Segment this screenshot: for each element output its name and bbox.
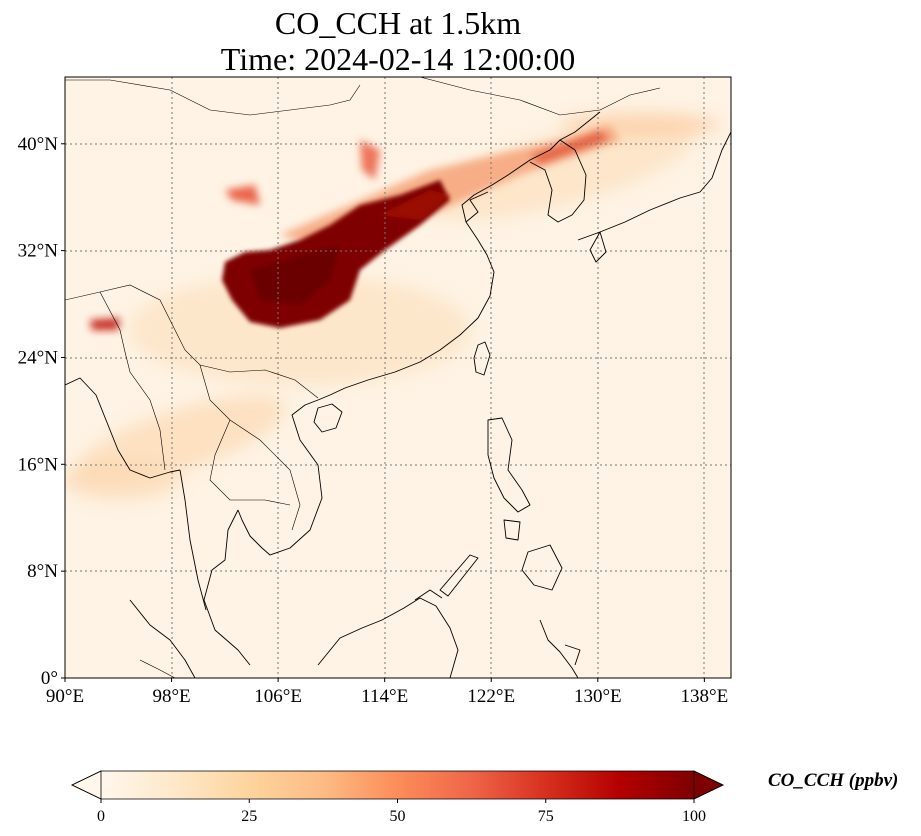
lat-tick-label: 24°N (18, 347, 59, 368)
lon-tick-label: 90°E (46, 686, 84, 707)
lon-tick-label: 130°E (574, 686, 622, 707)
lat-tick-label: 8°N (27, 561, 58, 582)
colorbar-gradient (101, 771, 694, 799)
colorbar-tick-label: 0 (97, 808, 105, 825)
colorbar-extend-high (693, 770, 724, 800)
map-time-subtitle: Time: 2024-02-14 12:00:00 (220, 41, 576, 77)
lat-tick-label: 16°N (18, 454, 59, 475)
lon-tick-label: 138°E (681, 686, 729, 707)
lon-tick-label: 106°E (254, 686, 302, 707)
colorbar-label: CO_CCH (ppbv) (768, 770, 899, 791)
map-panel (65, 77, 731, 678)
lat-tick-label: 40°N (18, 134, 59, 155)
longitude-tick-labels: 90°E 98°E 106°E 114°E 122°E 130°E 138°E (46, 678, 728, 707)
colorbar-tick-label: 50 (390, 808, 406, 825)
country-borders (65, 77, 661, 678)
lat-tick-label: 0° (41, 668, 58, 689)
coastlines (65, 111, 731, 678)
colorbar-extend-low (71, 770, 102, 800)
lon-tick-label: 122°E (467, 686, 515, 707)
colorbar: 0 25 50 75 100 (71, 770, 724, 825)
colorbar-tick-label: 25 (241, 808, 257, 825)
colorbar-tick-label: 75 (538, 808, 554, 825)
map-frame (64, 76, 732, 679)
gridlines (65, 77, 731, 678)
lat-tick-label: 32°N (18, 241, 59, 262)
map-title: CO_CCH at 1.5km (274, 5, 522, 41)
lon-tick-label: 114°E (361, 686, 408, 707)
latitude-tick-labels: 0° 8°N 16°N 24°N 32°N 40°N (18, 134, 65, 689)
colorbar-tick-labels: 0 25 50 75 100 (97, 799, 706, 825)
lon-tick-label: 98°E (152, 686, 190, 707)
colorbar-tick-label: 100 (682, 808, 706, 825)
